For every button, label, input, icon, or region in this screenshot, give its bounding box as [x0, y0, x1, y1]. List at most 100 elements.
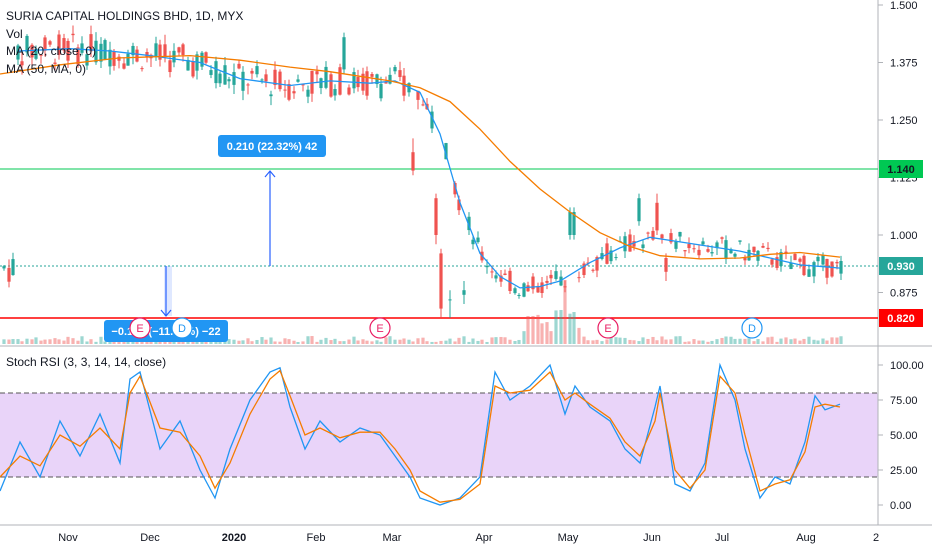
volume-legend[interactable]: Vol	[6, 27, 23, 41]
candle-body	[398, 70, 402, 78]
event-marker-label: E	[136, 323, 143, 335]
measure-up-label: 0.210 (22.32%) 42	[227, 141, 318, 153]
volume-bar	[485, 341, 489, 344]
candle-body	[135, 49, 139, 62]
volume-bar	[232, 339, 236, 344]
volume-bar	[296, 341, 300, 344]
volume-bar	[526, 316, 530, 344]
event-marker-e[interactable]	[597, 317, 619, 339]
volume-bar	[112, 341, 116, 344]
rsi-tick-label: 25.00	[890, 465, 918, 477]
moving-averages	[0, 48, 841, 289]
time-tick-label: Jun	[643, 532, 661, 544]
ma50-legend[interactable]: MA (50, MA, 0)	[6, 62, 86, 76]
volume-bar	[370, 341, 374, 344]
volume-bar	[646, 338, 650, 344]
volume-bar	[467, 341, 471, 344]
volume-bar	[600, 341, 604, 344]
candle-body	[62, 38, 66, 51]
measure-up-arrowhead	[264, 170, 276, 178]
candle-body	[89, 34, 93, 52]
candle-body	[218, 73, 222, 84]
candle-body	[453, 182, 457, 195]
volume-bar	[756, 339, 760, 344]
volume-bar	[301, 341, 305, 344]
candle-body	[683, 250, 687, 252]
event-marker-d[interactable]	[741, 317, 763, 339]
candle-body	[632, 241, 636, 247]
candle-body	[80, 43, 84, 53]
volume-bar	[76, 340, 80, 344]
candle-body	[287, 84, 291, 100]
volume-bar	[388, 336, 392, 344]
ma20-legend[interactable]: MA (20, close, 0)	[6, 44, 96, 58]
candle-body	[39, 54, 43, 56]
volume-bar	[545, 322, 549, 344]
candle-body	[540, 282, 544, 294]
candle-body	[296, 79, 300, 82]
volume-bar	[540, 323, 544, 344]
candle-body	[168, 60, 172, 73]
volume-bar	[94, 341, 98, 344]
candle-body	[789, 262, 793, 270]
volume-bar	[181, 340, 185, 344]
price-tick-label: 0.875	[890, 288, 918, 300]
candle-body	[122, 63, 126, 69]
volume-bar	[710, 340, 714, 344]
volume-bar	[264, 339, 268, 344]
candle-body	[370, 73, 374, 77]
candle-body	[628, 234, 632, 252]
price-tick-label: 1.375	[890, 58, 918, 70]
volume-bar	[292, 340, 296, 344]
volume-bar	[517, 339, 521, 344]
stoch-rsi-legend[interactable]: Stoch RSI (3, 3, 14, 14, close)	[6, 355, 166, 369]
candle-body	[329, 74, 333, 97]
volume-bar	[743, 338, 747, 344]
time-axis[interactable]: Nov Dec 2020 Feb Mar Apr May Jun Jul Aug 2	[58, 532, 879, 544]
price-tick-label: 1.000	[890, 230, 918, 242]
candle-body	[227, 79, 231, 82]
candlesticks	[2, 25, 843, 318]
event-marker-e[interactable]	[369, 317, 391, 339]
candle-body	[577, 277, 581, 279]
volume-bar	[720, 337, 724, 344]
candle-body	[232, 72, 236, 85]
volume-bar	[457, 337, 461, 344]
volume-bar	[577, 327, 581, 344]
volume-bar	[770, 336, 774, 344]
candle-body	[315, 71, 319, 75]
volume-bar	[398, 339, 402, 344]
volume-bar	[85, 341, 89, 344]
candle-body	[609, 250, 613, 262]
volume-bar	[103, 341, 107, 344]
volume-bar	[283, 338, 287, 344]
volume-bar	[315, 341, 319, 344]
candle-body	[701, 241, 705, 245]
volume-bar	[733, 338, 737, 344]
symbol-title[interactable]: SURIA CAPITAL HOLDINGS BHD, 1D, MYX	[6, 9, 243, 23]
candle-body	[706, 249, 710, 252]
resistance-price-tag: 1.140	[887, 164, 915, 176]
candle-body	[835, 261, 839, 264]
candle-body	[306, 89, 310, 97]
time-tick-label: Nov	[58, 532, 78, 544]
volume-bar	[393, 339, 397, 344]
stoch-rsi-d-line	[0, 369, 841, 503]
candle-body	[76, 47, 80, 65]
candle-body	[48, 41, 52, 45]
volume-bar	[71, 338, 75, 344]
volume-bar	[319, 339, 323, 344]
candle-body	[388, 74, 392, 84]
event-marker-d[interactable]	[171, 317, 193, 339]
event-marker-e[interactable]	[129, 317, 151, 339]
candle-body	[549, 274, 553, 279]
candle-body	[591, 269, 595, 271]
volume-bar	[614, 337, 618, 344]
candle-body	[664, 258, 668, 272]
volume-bar	[306, 336, 310, 344]
candle-body	[209, 70, 213, 75]
rsi-axis[interactable]: 100.00 75.00 50.00 25.00 0.00	[878, 360, 924, 512]
